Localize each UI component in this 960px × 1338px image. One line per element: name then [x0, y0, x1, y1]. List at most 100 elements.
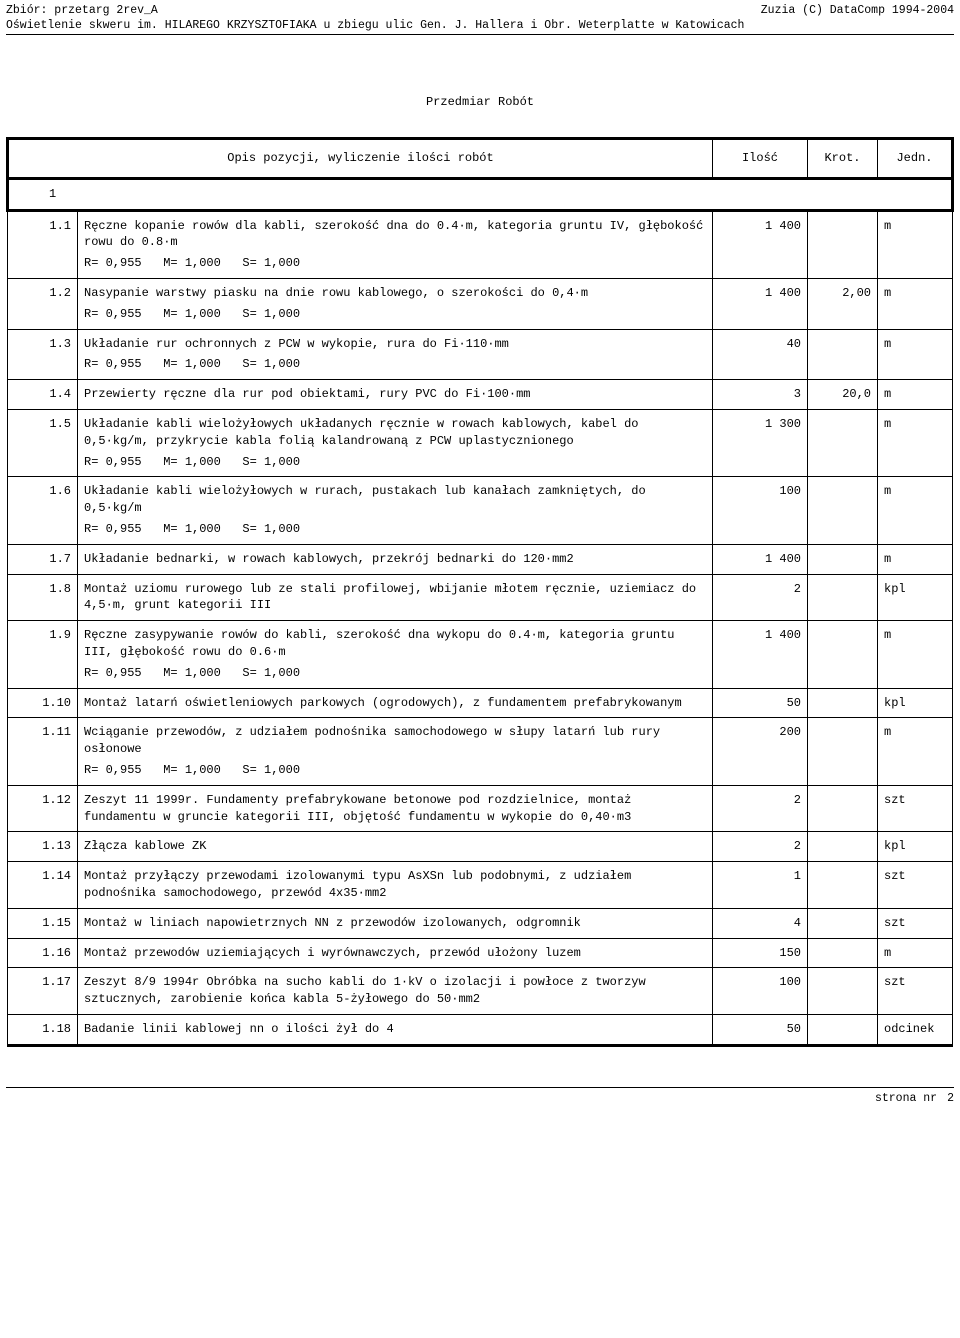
row-description: Ręczne zasypywanie rowów do kabli, szero… — [78, 621, 713, 688]
table-row: 1.18Badanie linii kablowej nn o ilości ż… — [8, 1014, 953, 1045]
row-unit: kpl — [878, 574, 953, 621]
row-number: 1.2 — [8, 278, 78, 329]
row-krot — [808, 862, 878, 909]
table-header-row: Opis pozycji, wyliczenie ilości robót Il… — [8, 139, 953, 179]
row-description: Przewierty ręczne dla rur pod obiektami,… — [78, 380, 713, 410]
row-unit: szt — [878, 908, 953, 938]
row-number: 1.12 — [8, 785, 78, 832]
row-quantity: 100 — [713, 477, 808, 544]
row-krot — [808, 938, 878, 968]
row-number: 1.18 — [8, 1014, 78, 1045]
row-calc: R= 0,955 M= 1,000 S= 1,000 — [84, 454, 706, 471]
row-description: Złącza kablowe ZK — [78, 832, 713, 862]
row-quantity: 150 — [713, 938, 808, 968]
row-quantity: 40 — [713, 329, 808, 380]
row-quantity: 2 — [713, 574, 808, 621]
footer-label: strona nr — [875, 1092, 937, 1105]
page-footer: strona nr 2 — [6, 1087, 954, 1105]
row-krot — [808, 688, 878, 718]
row-krot — [808, 1014, 878, 1045]
header-subtitle: Oświetlenie skweru im. HILAREGO KRZYSZTO… — [6, 19, 954, 32]
row-description: Wciąganie przewodów, z udziałem podnośni… — [78, 718, 713, 785]
main-table: Opis pozycji, wyliczenie ilości robót Il… — [6, 137, 954, 1047]
row-unit: m — [878, 544, 953, 574]
row-krot — [808, 544, 878, 574]
header-top-row: Zbiór: przetarg 2rev_A Zuzia (C) DataCom… — [6, 4, 954, 17]
row-krot — [808, 785, 878, 832]
table-row: 1.3Układanie rur ochronnych z PCW w wyko… — [8, 329, 953, 380]
row-krot: 20,0 — [808, 380, 878, 410]
table-row: 1.12Zeszyt 11 1999r. Fundamenty prefabry… — [8, 785, 953, 832]
row-description: Zeszyt 8/9 1994r Obróbka na sucho kabli … — [78, 968, 713, 1015]
row-number: 1.11 — [8, 718, 78, 785]
row-quantity: 2 — [713, 832, 808, 862]
row-unit: kpl — [878, 688, 953, 718]
row-krot — [808, 832, 878, 862]
row-quantity: 1 400 — [713, 210, 808, 278]
table-row: 1.5Układanie kabli wielożyłowych układan… — [8, 409, 953, 476]
row-quantity: 1 400 — [713, 544, 808, 574]
table-row: 1.2Nasypanie warstwy piasku na dnie rowu… — [8, 278, 953, 329]
row-description: Układanie kabli wielożyłowych w rurach, … — [78, 477, 713, 544]
row-unit: m — [878, 278, 953, 329]
row-quantity: 50 — [713, 1014, 808, 1045]
row-quantity: 1 400 — [713, 621, 808, 688]
row-description: Montaż przyłączy przewodami izolowanymi … — [78, 862, 713, 909]
row-number: 1.15 — [8, 908, 78, 938]
col-header-desc: Opis pozycji, wyliczenie ilości robót — [8, 139, 713, 179]
row-quantity: 4 — [713, 908, 808, 938]
row-calc: R= 0,955 M= 1,000 S= 1,000 — [84, 255, 706, 272]
section-row: 1 — [8, 178, 953, 210]
row-unit: szt — [878, 968, 953, 1015]
row-description: Montaż latarń oświetleniowych parkowych … — [78, 688, 713, 718]
row-quantity: 1 — [713, 862, 808, 909]
row-krot — [808, 968, 878, 1015]
table-row: 1.13Złącza kablowe ZK2kpl — [8, 832, 953, 862]
row-number: 1.17 — [8, 968, 78, 1015]
col-header-krot: Krot. — [808, 139, 878, 179]
table-row: 1.16Montaż przewodów uziemiających i wyr… — [8, 938, 953, 968]
section-label: 1 — [8, 178, 953, 210]
row-unit: m — [878, 210, 953, 278]
row-unit: m — [878, 938, 953, 968]
row-description: Układanie bednarki, w rowach kablowych, … — [78, 544, 713, 574]
row-quantity: 50 — [713, 688, 808, 718]
row-unit: odcinek — [878, 1014, 953, 1045]
table-row: 1.8Montaż uziomu rurowego lub ze stali p… — [8, 574, 953, 621]
table-row: 1.9Ręczne zasypywanie rowów do kabli, sz… — [8, 621, 953, 688]
header-right: Zuzia (C) DataComp 1994-2004 — [761, 4, 954, 17]
table-row: 1.7Układanie bednarki, w rowach kablowyc… — [8, 544, 953, 574]
row-calc: R= 0,955 M= 1,000 S= 1,000 — [84, 356, 706, 373]
row-unit: szt — [878, 862, 953, 909]
row-krot — [808, 718, 878, 785]
row-quantity: 1 400 — [713, 278, 808, 329]
table-row: 1.10Montaż latarń oświetleniowych parkow… — [8, 688, 953, 718]
table-row: 1.4Przewierty ręczne dla rur pod obiekta… — [8, 380, 953, 410]
row-number: 1.13 — [8, 832, 78, 862]
row-number: 1.10 — [8, 688, 78, 718]
row-quantity: 3 — [713, 380, 808, 410]
header-rule — [6, 34, 954, 35]
row-krot — [808, 409, 878, 476]
row-quantity: 2 — [713, 785, 808, 832]
footer-page-number: 2 — [947, 1092, 954, 1105]
row-unit: m — [878, 329, 953, 380]
row-krot: 2,00 — [808, 278, 878, 329]
row-quantity: 200 — [713, 718, 808, 785]
row-krot — [808, 329, 878, 380]
row-calc: R= 0,955 M= 1,000 S= 1,000 — [84, 306, 706, 323]
document-title: Przedmiar Robót — [6, 95, 954, 109]
row-unit: m — [878, 409, 953, 476]
row-unit: m — [878, 380, 953, 410]
row-calc: R= 0,955 M= 1,000 S= 1,000 — [84, 762, 706, 779]
row-number: 1.14 — [8, 862, 78, 909]
row-description: Ręczne kopanie rowów dla kabli, szerokoś… — [78, 210, 713, 278]
row-number: 1.4 — [8, 380, 78, 410]
row-krot — [808, 210, 878, 278]
header-left: Zbiór: przetarg 2rev_A — [6, 4, 158, 17]
col-header-qty: Ilość — [713, 139, 808, 179]
table-row: 1.14Montaż przyłączy przewodami izolowan… — [8, 862, 953, 909]
row-number: 1.5 — [8, 409, 78, 476]
table-row: 1.11Wciąganie przewodów, z udziałem podn… — [8, 718, 953, 785]
row-description: Układanie rur ochronnych z PCW w wykopie… — [78, 329, 713, 380]
